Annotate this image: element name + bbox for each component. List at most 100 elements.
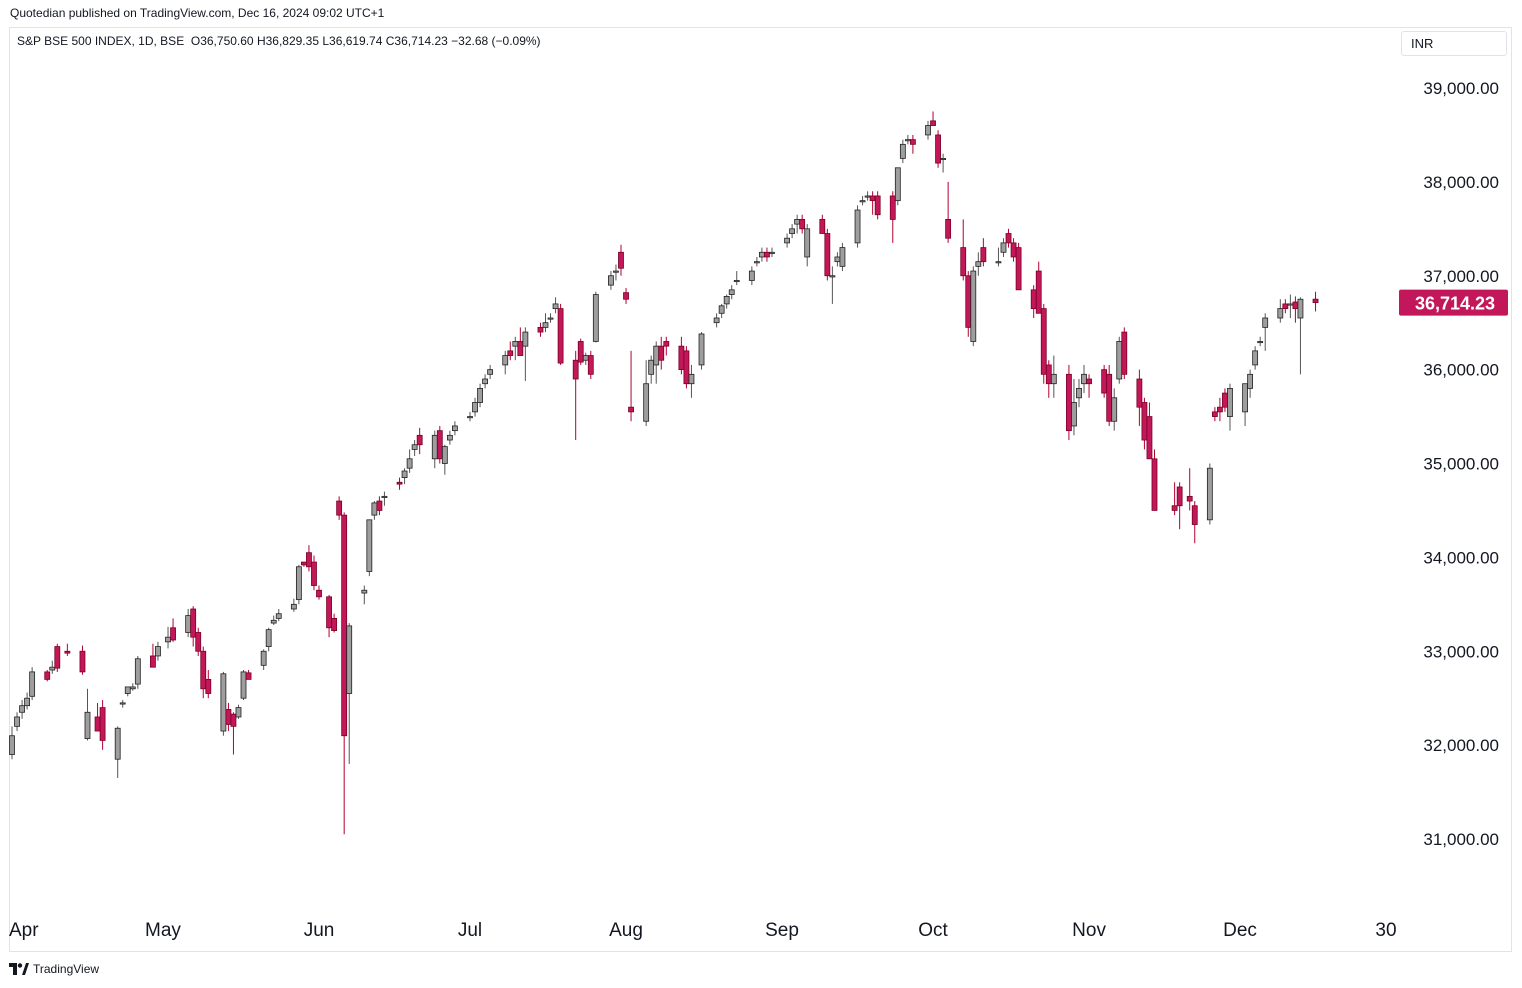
candle-body [728, 289, 735, 295]
candle-body [769, 251, 775, 254]
candle-body [618, 251, 624, 269]
y-tick-label: 33,000.00 [1423, 642, 1499, 661]
candle-body [1116, 341, 1123, 380]
candle-body [361, 589, 368, 594]
candle-body [723, 296, 730, 305]
candle [1045, 360, 1052, 398]
candle-body [1176, 486, 1183, 507]
candle [240, 670, 247, 701]
y-axis[interactable]: 39,000.00 38,000.00 37,000.00 36,000.00 35,0… [1423, 79, 1499, 849]
candle-body [1136, 378, 1143, 408]
candle [99, 700, 106, 750]
candle [628, 350, 634, 422]
chart-frame [9, 27, 1512, 952]
candle [165, 626, 171, 649]
candle-body [1015, 247, 1022, 291]
candle [94, 702, 101, 732]
candle [416, 427, 423, 455]
x-tick-label: 30 [1375, 920, 1396, 941]
candle-body [572, 359, 579, 380]
candle [124, 686, 131, 697]
footer-branding: TradingView [9, 962, 99, 976]
candle [995, 247, 1002, 267]
candle [733, 271, 740, 286]
candle [366, 519, 373, 577]
candle-body [819, 219, 826, 234]
candle-body [653, 345, 660, 366]
candle [336, 496, 343, 520]
candle-body [290, 603, 297, 610]
candle-body [396, 481, 403, 485]
candle [1297, 297, 1304, 375]
candle-body [311, 561, 317, 586]
candle-body [577, 341, 584, 363]
candle-body [452, 425, 458, 432]
candle-body [240, 671, 247, 699]
candle-body [205, 679, 212, 694]
x-tick-label: May [145, 920, 181, 941]
candle [401, 468, 408, 485]
candle-body [764, 251, 770, 258]
candle [960, 219, 967, 281]
candle [1206, 463, 1213, 525]
candle [618, 244, 624, 276]
candle-body [336, 500, 343, 516]
x-tick-label: Aug [609, 920, 643, 941]
candle [1116, 336, 1123, 384]
candle [1040, 303, 1047, 384]
candle [311, 555, 317, 591]
candle-body [935, 134, 941, 164]
candle-body [190, 608, 197, 638]
candle [235, 704, 242, 719]
candle-body [29, 671, 36, 697]
candle-body [552, 303, 559, 310]
candle [29, 667, 36, 701]
candle [205, 670, 212, 699]
x-axis[interactable]: Apr May Jun Jul Aug Sep Oct Nov Dec 30 [9, 920, 1397, 941]
candle-body [301, 561, 307, 566]
candle [482, 374, 488, 389]
candle [467, 411, 473, 422]
candle-body [1171, 505, 1178, 511]
candle [1186, 468, 1193, 511]
candle-body [114, 727, 121, 760]
candle-body [1141, 402, 1148, 441]
legend-symbol: S&P BSE 500 INDEX, 1D, BSE [17, 34, 185, 48]
candle-body [1030, 289, 1037, 310]
candle [9, 726, 15, 760]
candle-body [326, 596, 332, 629]
candle [1262, 313, 1269, 351]
currency-selector[interactable]: INR [1401, 31, 1507, 56]
candle [728, 285, 735, 300]
candle-body [889, 195, 896, 220]
candle-body [316, 589, 322, 598]
candle [577, 338, 584, 365]
candle [341, 512, 348, 835]
candle [688, 364, 695, 398]
candle-body [477, 387, 483, 403]
candle-body [9, 735, 15, 755]
candle [1292, 296, 1299, 323]
candle-body [54, 646, 61, 669]
candle [245, 670, 252, 680]
candle [804, 224, 811, 267]
candle [1010, 238, 1017, 262]
candle-body [613, 270, 619, 273]
candle [542, 313, 549, 333]
candle-body [960, 247, 967, 277]
candle [819, 214, 826, 234]
y-tick-label: 34,000.00 [1423, 548, 1499, 567]
candle-body [829, 275, 836, 278]
candle [1000, 238, 1007, 257]
candle-body [99, 707, 106, 741]
candle-body [834, 256, 841, 263]
candle-body [24, 697, 30, 707]
candle-body [628, 406, 634, 413]
candle [1287, 294, 1294, 318]
candle [396, 477, 403, 490]
candle-body [522, 331, 529, 347]
candle [502, 350, 509, 375]
candle [794, 214, 801, 234]
candle [19, 700, 25, 719]
